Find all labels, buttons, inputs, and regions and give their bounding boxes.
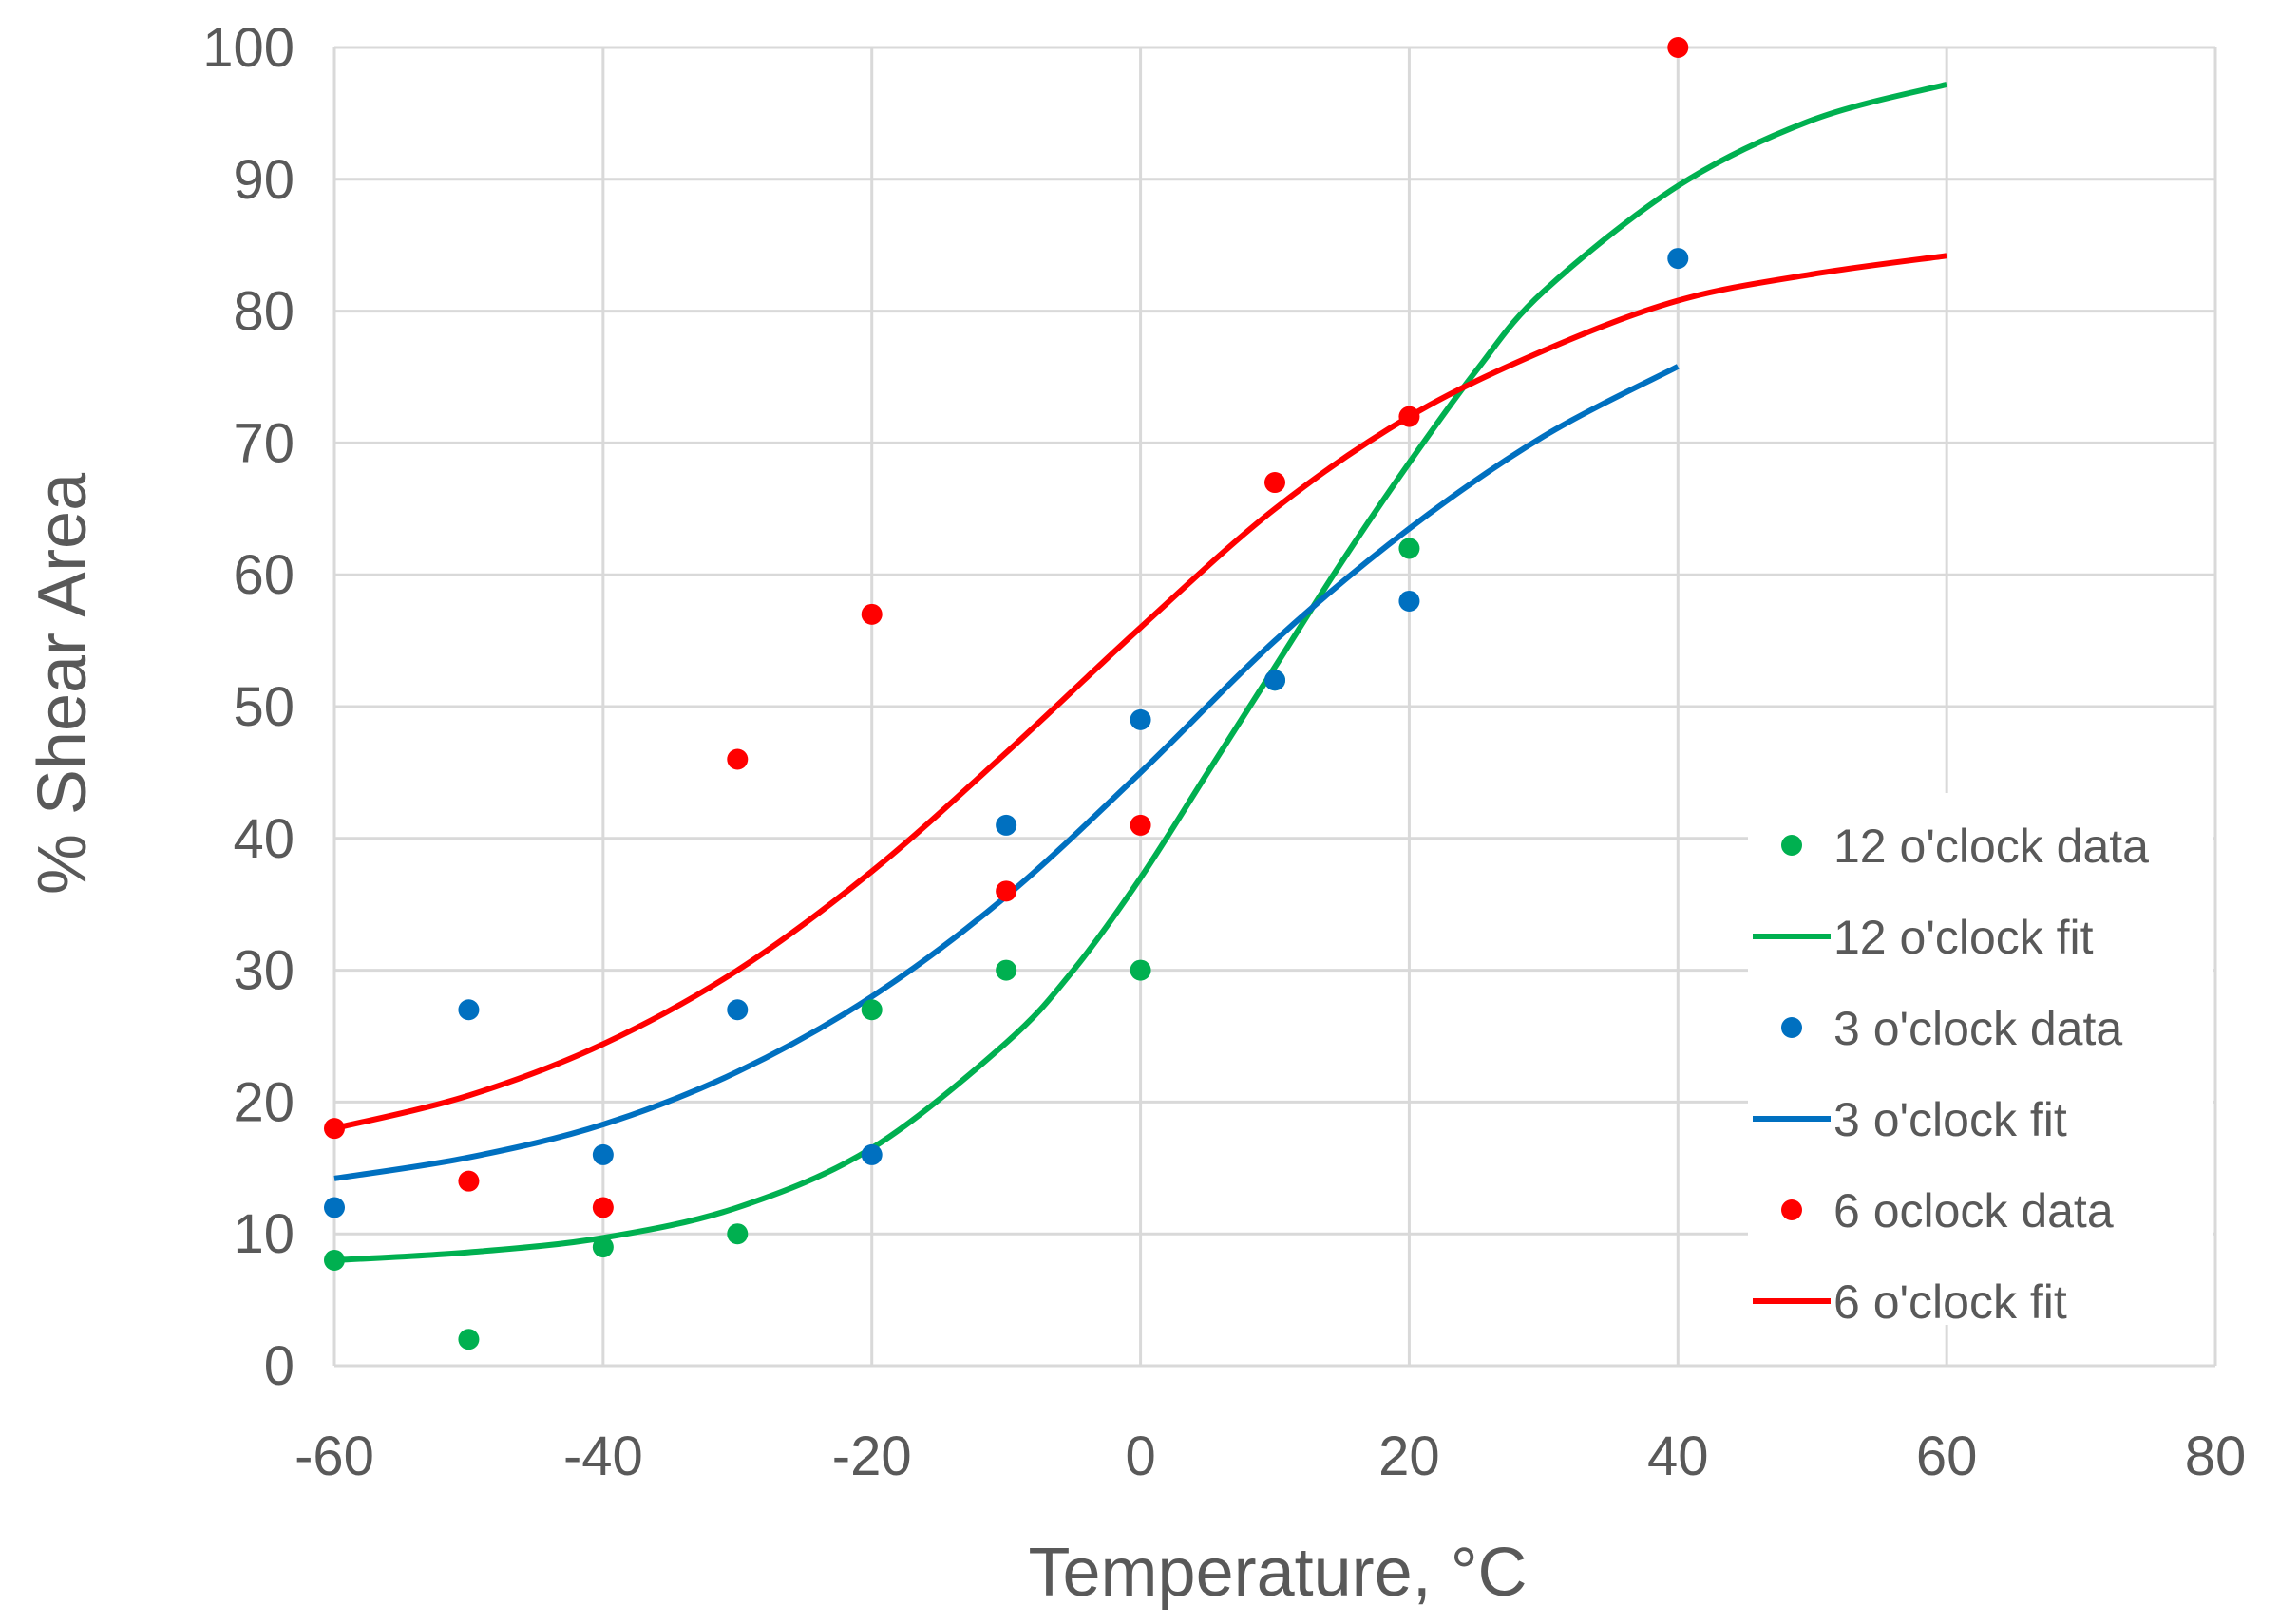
- 12-o-clock-data-point: [458, 1329, 480, 1350]
- 12-o-clock-data-point: [1130, 959, 1151, 981]
- x-tick-label: -20: [832, 1426, 912, 1487]
- legend-background: [1748, 793, 2214, 1325]
- legend-label: 6 o'clock fit: [1834, 1275, 2067, 1329]
- 12-o-clock-data-point: [324, 1249, 345, 1271]
- 3-o-clock-data-point: [996, 814, 1017, 836]
- x-tick-label: -60: [294, 1426, 374, 1487]
- 6-o-clock-fit-line: [333, 253, 1948, 1132]
- y-tick-label: 70: [233, 412, 294, 474]
- x-tick-label: -40: [563, 1426, 643, 1487]
- 3-o-clock-data-point: [1667, 248, 1689, 270]
- 3-o-clock-data-point: [1264, 670, 1285, 691]
- legend-marker-6-oclock-data: [1781, 1199, 1802, 1220]
- legend-marker-3-o-clock-data: [1781, 1017, 1802, 1038]
- y-tick-label: 20: [233, 1071, 294, 1133]
- y-tick-label: 0: [264, 1335, 294, 1397]
- gridlines: [332, 46, 2217, 1368]
- x-tick-label: 80: [2185, 1426, 2247, 1487]
- x-axis-title: Temperature, °C: [1029, 1535, 1528, 1611]
- legend-label: 6 oclock data: [1834, 1184, 2114, 1237]
- x-tick-label: 0: [1125, 1426, 1155, 1487]
- y-tick-label: 60: [233, 544, 294, 606]
- 3-o-clock-fit-line: [333, 364, 1680, 1181]
- 3-o-clock-data-point: [1398, 590, 1420, 612]
- 6-oclock-data-point: [458, 1170, 480, 1192]
- y-tick-label: 50: [233, 676, 294, 738]
- x-tick-labels: -60 -40 -20 0 20 40 60 80: [294, 1426, 2246, 1487]
- 12-o-clock-data-point: [861, 999, 883, 1021]
- 3-o-clock-data-point: [1130, 708, 1151, 730]
- 6-oclock-data-point: [592, 1197, 614, 1218]
- 6-oclock-data-point: [727, 748, 749, 770]
- 6-oclock-data-point: [1130, 814, 1151, 836]
- 3-o-clock-data-point: [324, 1197, 345, 1218]
- legend-label: 3 o'clock data: [1834, 1002, 2122, 1055]
- 12-o-clock-data-point: [1398, 538, 1420, 559]
- x-tick-label: 40: [1647, 1426, 1709, 1487]
- 12-o-clock-fit-line: [333, 81, 1948, 1263]
- 3-o-clock-data-point: [458, 999, 480, 1021]
- 12-o-clock-data-point: [996, 959, 1017, 981]
- legend: 12 o'clock data 12 o'clock fit 3 o'clock d…: [1753, 820, 2149, 1329]
- plot-series: [324, 37, 1948, 1350]
- y-tick-label: 10: [233, 1203, 294, 1265]
- 6-oclock-data-point: [324, 1118, 345, 1140]
- 6-oclock-data-point: [996, 880, 1017, 902]
- 6-oclock-data-point: [1667, 37, 1689, 58]
- y-axis-title: % Shear Area: [25, 472, 101, 895]
- y-tick-label: 90: [233, 149, 294, 211]
- y-tick-label: 80: [233, 281, 294, 343]
- 12-o-clock-data-point: [592, 1237, 614, 1258]
- 6-oclock-data-point: [1264, 472, 1285, 494]
- y-tick-label: 100: [202, 17, 294, 79]
- x-tick-label: 60: [1916, 1426, 1978, 1487]
- legend-label: 12 o'clock fit: [1834, 911, 2094, 964]
- 6-oclock-data-point: [861, 603, 883, 625]
- y-tick-labels: 0 10 20 30 40 50 60 70 80 90 100: [202, 17, 294, 1397]
- 6-oclock-data-point: [1398, 406, 1420, 427]
- y-tick-label: 40: [233, 808, 294, 870]
- 12-o-clock-data-point: [727, 1223, 749, 1245]
- legend-label: 3 o'clock fit: [1834, 1093, 2067, 1146]
- 3-o-clock-data-point: [861, 1143, 883, 1165]
- legend-marker-12-o-clock-data: [1781, 835, 1802, 856]
- x-tick-label: 20: [1378, 1426, 1440, 1487]
- legend-label: 12 o'clock data: [1834, 820, 2149, 873]
- 3-o-clock-data-point: [727, 999, 749, 1021]
- y-tick-label: 30: [233, 940, 294, 1002]
- 3-o-clock-data-point: [592, 1143, 614, 1165]
